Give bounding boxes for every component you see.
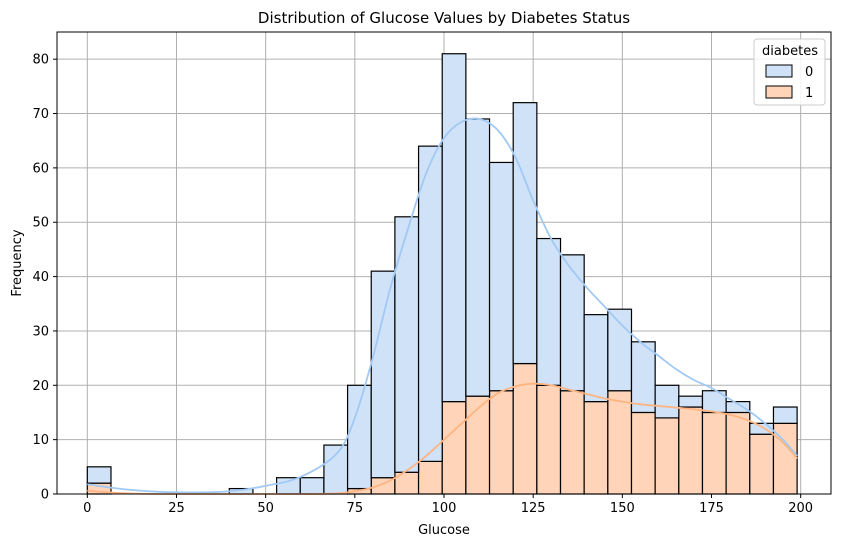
bar-diabetes-0 <box>772 406 798 424</box>
chart-title: Distribution of Glucose Values by Diabet… <box>258 9 630 27</box>
bar-diabetes-0 <box>559 254 585 392</box>
bar-diabetes-0 <box>346 384 372 490</box>
bar-diabetes-1 <box>465 395 491 495</box>
bar-diabetes-0 <box>299 477 325 495</box>
bar-diabetes-0 <box>488 161 514 392</box>
legend-title: diabetes <box>762 44 818 59</box>
legend-label-0: 0 <box>805 65 813 80</box>
y-tick-label: 40 <box>32 270 49 285</box>
kde-line-0 <box>87 117 798 494</box>
bar-diabetes-1 <box>583 401 609 495</box>
bar-diabetes-1 <box>749 433 775 495</box>
bar-diabetes-0 <box>583 314 609 403</box>
x-tick-label: 200 <box>788 501 813 516</box>
x-tick-label: 175 <box>699 501 724 516</box>
x-tick-label: 150 <box>610 501 635 516</box>
bar-diabetes-0 <box>607 308 633 392</box>
y-tick-label: 50 <box>32 216 49 231</box>
legend: diabetes 0 1 <box>753 38 826 106</box>
series-0-bars <box>86 53 798 495</box>
bar-diabetes-1 <box>441 401 467 495</box>
bar-diabetes-0 <box>323 444 349 495</box>
legend-swatch-1 <box>765 85 793 99</box>
bar-diabetes-1 <box>654 417 680 495</box>
bar-diabetes-0 <box>86 466 112 484</box>
bar-diabetes-0 <box>536 237 562 386</box>
bar-diabetes-0 <box>749 422 775 435</box>
kde-line-1 <box>87 382 798 495</box>
legend-swatch-0 <box>765 64 793 78</box>
bar-diabetes-0 <box>654 384 680 419</box>
bar-diabetes-1 <box>607 390 633 495</box>
x-axis-ticks: 0 25 50 75 100 125 150 175 200 <box>83 494 813 516</box>
y-axis-label: Frequency <box>10 229 25 296</box>
x-tick-label: 100 <box>432 501 457 516</box>
y-tick-label: 70 <box>32 107 49 122</box>
bar-diabetes-0 <box>678 395 704 408</box>
x-tick-label: 50 <box>257 501 274 516</box>
legend-label-1: 1 <box>805 86 813 101</box>
series-1-bars <box>86 362 798 495</box>
bar-diabetes-1 <box>417 460 443 495</box>
x-tick-label: 75 <box>347 501 364 516</box>
bar-diabetes-1 <box>701 411 727 495</box>
bar-diabetes-1 <box>725 411 751 495</box>
bar-diabetes-1 <box>630 411 656 495</box>
y-tick-label: 80 <box>32 53 49 68</box>
bar-diabetes-1 <box>488 390 514 495</box>
y-axis-ticks: 0 10 20 30 40 50 60 70 80 <box>32 53 57 503</box>
bar-diabetes-0 <box>630 341 656 414</box>
bar-diabetes-0 <box>441 53 467 403</box>
bar-diabetes-0 <box>725 401 751 414</box>
x-tick-label: 125 <box>521 501 546 516</box>
y-tick-label: 10 <box>32 433 49 448</box>
bar-diabetes-0 <box>465 118 491 397</box>
bar-diabetes-0 <box>394 216 420 473</box>
bar-diabetes-0 <box>512 102 538 365</box>
x-axis-label: Glucose <box>418 523 470 538</box>
bar-diabetes-1 <box>559 390 585 495</box>
bar-diabetes-0 <box>370 270 396 479</box>
y-tick-label: 60 <box>32 161 49 176</box>
y-tick-label: 20 <box>32 379 49 394</box>
kde-curves <box>87 117 798 495</box>
x-tick-label: 25 <box>168 501 185 516</box>
y-tick-label: 0 <box>41 488 49 503</box>
x-tick-label: 0 <box>83 501 91 516</box>
bar-diabetes-1 <box>536 384 562 495</box>
bar-diabetes-1 <box>678 406 704 495</box>
y-tick-label: 30 <box>32 324 49 339</box>
bar-diabetes-0 <box>417 145 443 462</box>
